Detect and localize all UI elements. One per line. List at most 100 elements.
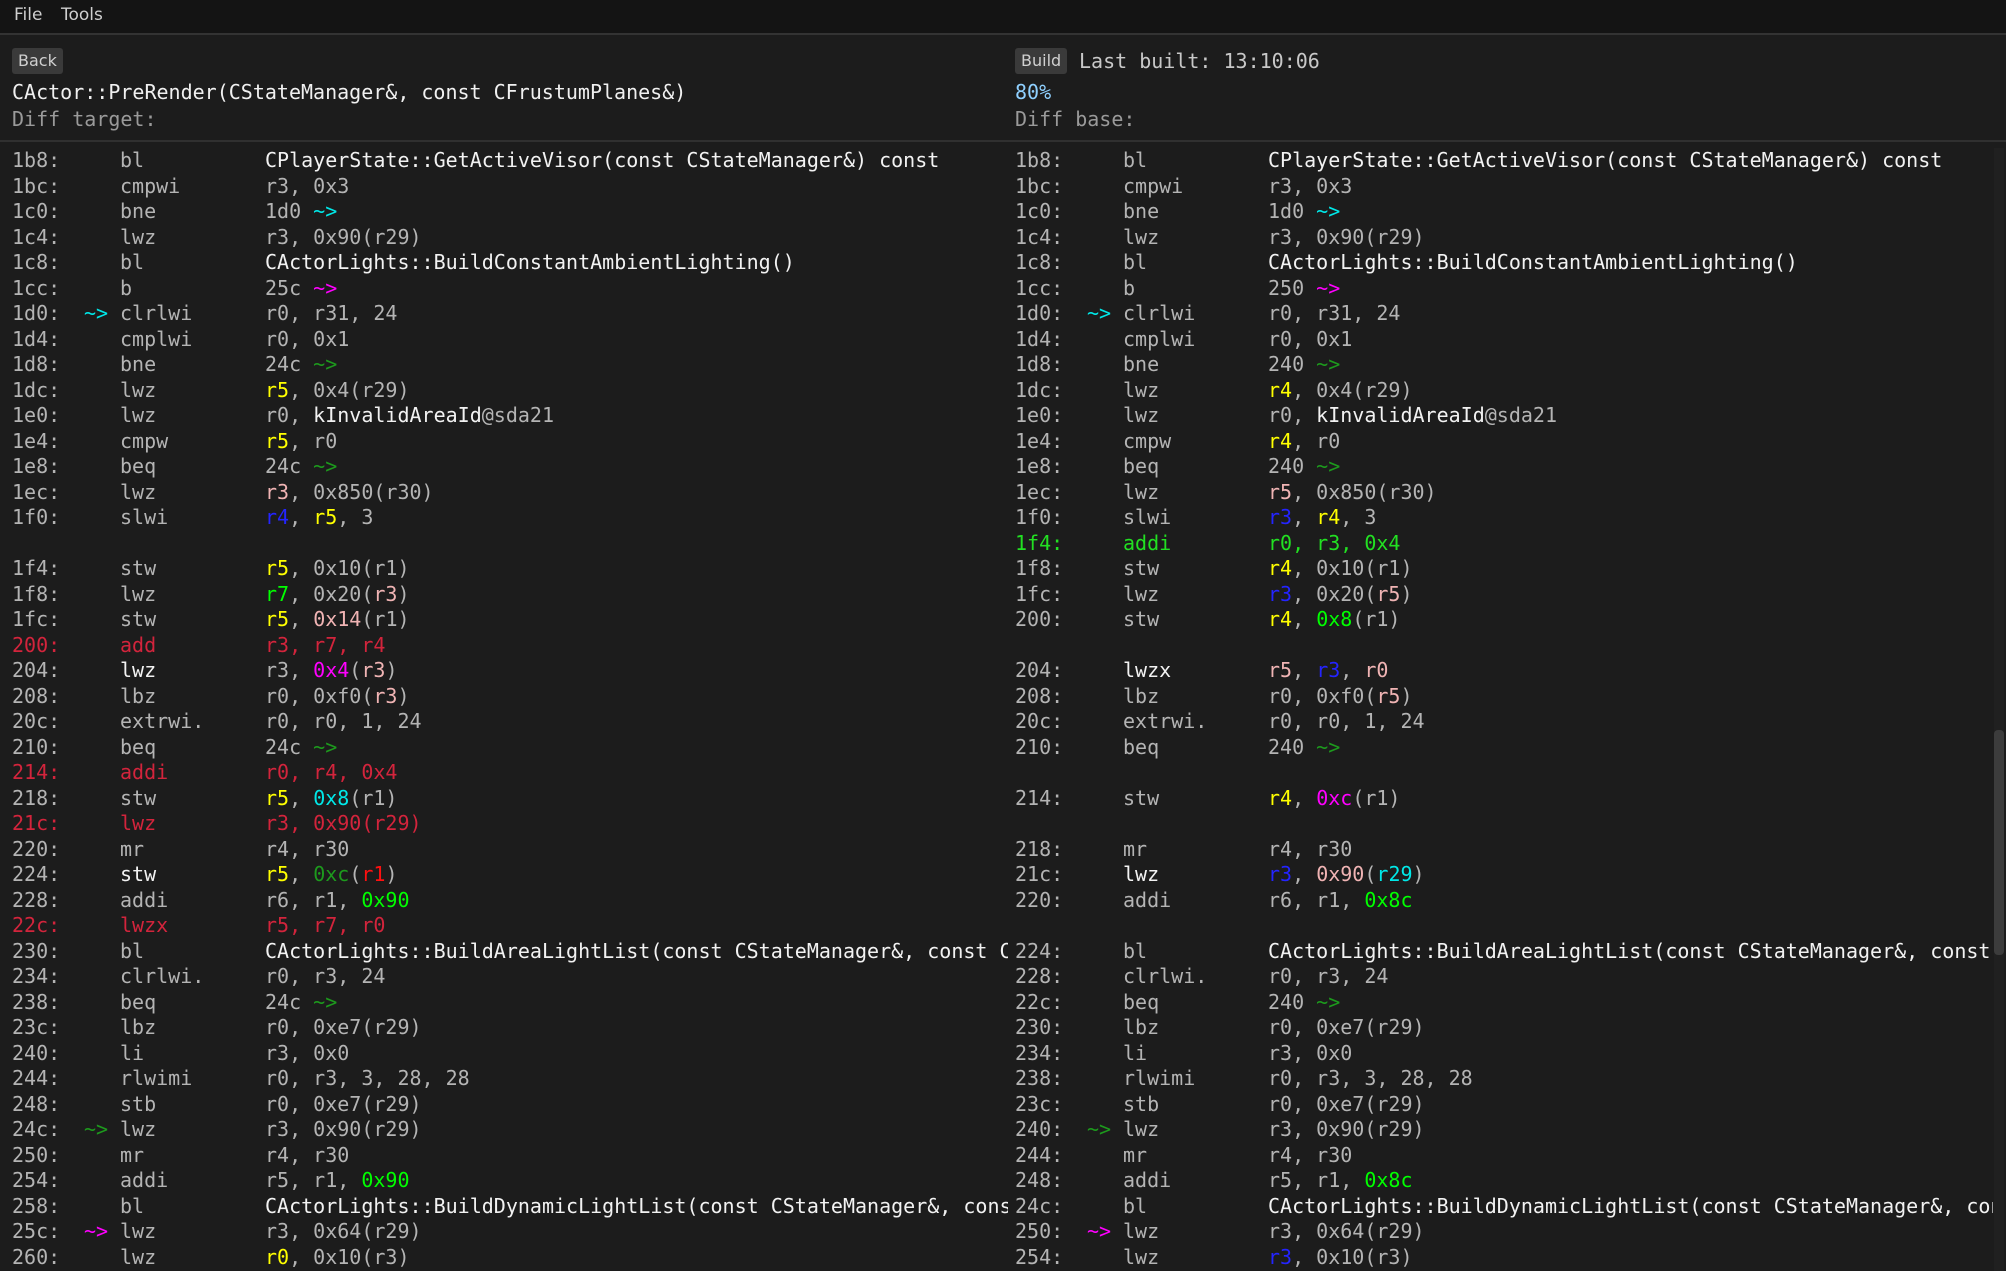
instruction-row[interactable]: 22c: lwzx r5, r7, r0 <box>12 913 1008 939</box>
instruction-row[interactable]: 200: stw r4, 0x8(r1) <box>1015 607 1993 633</box>
instruction-row[interactable]: 1c4: lwz r3, 0x90(r29) <box>12 225 1008 251</box>
branch-arrow-icon[interactable]: ~> <box>313 454 338 478</box>
build-button[interactable]: Build <box>1015 48 1068 74</box>
instruction-row[interactable]: 1d4: cmplwi r0, 0x1 <box>12 327 1008 353</box>
instruction-row[interactable]: 240: ~> lwz r3, 0x90(r29) <box>1015 1117 1993 1143</box>
instruction-row[interactable]: 1e4: cmpw r4, r0 <box>1015 429 1993 455</box>
instruction-row[interactable]: 204: lwzx r5, r3, r0 <box>1015 658 1993 684</box>
instruction-row[interactable]: 1cc: b 25c ~> <box>12 276 1008 302</box>
instruction-row[interactable]: 244: mr r4, r30 <box>1015 1143 1993 1169</box>
back-button[interactable]: Back <box>12 48 63 74</box>
instruction-row[interactable]: 230: lbz r0, 0xe7(r29) <box>1015 1015 1993 1041</box>
instruction-row[interactable]: 220: mr r4, r30 <box>12 837 1008 863</box>
instruction-row[interactable]: 1e8: beq 240 ~> <box>1015 454 1993 480</box>
instruction-row[interactable]: 24c: bl CActorLights::BuildDynamicLightLis… <box>1015 1194 1993 1220</box>
instruction-row[interactable]: 228: clrlwi. r0, r3, 24 <box>1015 964 1993 990</box>
instruction-row[interactable]: 1ec: lwz r5, 0x850(r30) <box>1015 480 1993 506</box>
instruction-row[interactable]: 238: beq 24c ~> <box>12 990 1008 1016</box>
instruction-row[interactable]: 25c: ~> lwz r3, 0x64(r29) <box>12 1219 1008 1245</box>
instruction-row[interactable]: 204: lwz r3, 0x4(r3) <box>12 658 1008 684</box>
instruction-row[interactable]: 248: stb r0, 0xe7(r29) <box>12 1092 1008 1118</box>
instruction-row[interactable]: 240: li r3, 0x0 <box>12 1041 1008 1067</box>
branch-arrow-icon[interactable]: ~> <box>1316 989 1341 1014</box>
instruction-row[interactable]: 23c: lbz r0, 0xe7(r29) <box>12 1015 1008 1041</box>
instruction-row[interactable]: 234: clrlwi. r0, r3, 24 <box>12 964 1008 990</box>
instruction-row[interactable]: 238: rlwimi r0, r3, 3, 28, 28 <box>1015 1066 1993 1092</box>
branch-target-arrow-icon[interactable]: ~> <box>1087 301 1112 325</box>
instruction-row[interactable]: 234: li r3, 0x0 <box>1015 1041 1993 1067</box>
instruction-row[interactable]: 1fc: lwz r3, 0x20(r5) <box>1015 582 1993 608</box>
instruction-row[interactable]: 208: lbz r0, 0xf0(r3) <box>12 684 1008 710</box>
instruction-row[interactable]: 20c: extrwi. r0, r0, 1, 24 <box>12 709 1008 735</box>
instruction-row[interactable]: 1bc: cmpwi r3, 0x3 <box>12 174 1008 200</box>
branch-arrow-icon[interactable]: ~> <box>313 199 338 223</box>
instruction-row[interactable]: 1e8: beq 24c ~> <box>12 454 1008 480</box>
instruction-row[interactable]: 1dc: lwz r4, 0x4(r29) <box>1015 378 1993 404</box>
instruction-row[interactable]: 208: lbz r0, 0xf0(r5) <box>1015 684 1993 710</box>
instruction-row[interactable]: 218: stw r5, 0x8(r1) <box>12 786 1008 812</box>
instruction-row[interactable]: 224: bl CActorLights::BuildAreaLightList(c… <box>1015 939 1993 965</box>
branch-arrow-icon[interactable]: ~> <box>1316 199 1341 223</box>
instruction-row[interactable]: 214: stw r4, 0xc(r1) <box>1015 786 1993 812</box>
instruction-row[interactable]: 1d4: cmplwi r0, 0x1 <box>1015 327 1993 353</box>
instruction-row[interactable]: 1f0: slwi r4, r5, 3 <box>12 505 1008 531</box>
instruction-row[interactable]: 210: beq 24c ~> <box>12 735 1008 761</box>
instruction-row[interactable]: 254: lwz r3, 0x10(r3) <box>1015 1245 1993 1271</box>
instruction-row[interactable]: 224: stw r5, 0xc(r1) <box>12 862 1008 888</box>
instruction-row[interactable]: 1f8: stw r4, 0x10(r1) <box>1015 556 1993 582</box>
instruction-row[interactable]: 258: bl CActorLights::BuildDynamicLightLis… <box>12 1194 1008 1220</box>
scrollbar-thumb[interactable] <box>1994 730 2004 955</box>
instruction-row[interactable]: 1ec: lwz r3, 0x850(r30) <box>12 480 1008 506</box>
instruction-row[interactable]: 248: addi r5, r1, 0x8c <box>1015 1168 1993 1194</box>
instruction-row[interactable]: 228: addi r6, r1, 0x90 <box>12 888 1008 914</box>
instruction-row[interactable]: 260: lwz r0, 0x10(r3) <box>12 1245 1008 1271</box>
instruction-row[interactable]: 214: addi r0, r4, 0x4 <box>12 760 1008 786</box>
instruction-row[interactable]: 21c: lwz r3, 0x90(r29) <box>1015 862 1993 888</box>
branch-arrow-icon[interactable]: ~> <box>313 352 338 376</box>
scrollbar-track[interactable] <box>1994 148 2004 1271</box>
branch-arrow-icon[interactable]: ~> <box>313 275 338 300</box>
instruction-row[interactable]: 1dc: lwz r5, 0x4(r29) <box>12 378 1008 404</box>
instruction-row[interactable]: 1f4: addi r0, r3, 0x4 <box>1015 531 1993 557</box>
instruction-row[interactable]: 23c: stb r0, 0xe7(r29) <box>1015 1092 1993 1118</box>
instruction-row[interactable]: 24c: ~> lwz r3, 0x90(r29) <box>12 1117 1008 1143</box>
branch-arrow-icon[interactable]: ~> <box>1316 734 1341 759</box>
instruction-row[interactable]: 1e4: cmpw r5, r0 <box>12 429 1008 455</box>
instruction-row[interactable]: 1f8: lwz r7, 0x20(r3) <box>12 582 1008 608</box>
instruction-row[interactable]: 250: ~> lwz r3, 0x64(r29) <box>1015 1219 1993 1245</box>
branch-target-arrow-icon[interactable]: ~> <box>1087 1219 1112 1243</box>
instruction-row[interactable]: 1c0: bne 1d0 ~> <box>1015 199 1993 225</box>
branch-arrow-icon[interactable]: ~> <box>1316 275 1341 300</box>
instruction-row[interactable]: 22c: beq 240 ~> <box>1015 990 1993 1016</box>
instruction-row[interactable]: 1f4: stw r5, 0x10(r1) <box>12 556 1008 582</box>
instruction-row[interactable]: 200: add r3, r7, r4 <box>12 633 1008 659</box>
instruction-row[interactable]: 250: mr r4, r30 <box>12 1143 1008 1169</box>
instruction-row[interactable]: 21c: lwz r3, 0x90(r29) <box>12 811 1008 837</box>
instruction-row[interactable]: 1f0: slwi r3, r4, 3 <box>1015 505 1993 531</box>
instruction-row[interactable]: 1e0: lwz r0, kInvalidAreaId@sda21 <box>12 403 1008 429</box>
instruction-row[interactable]: 1c8: bl CActorLights::BuildConstantAmbient… <box>12 250 1008 276</box>
instruction-row[interactable]: 1d8: bne 24c ~> <box>12 352 1008 378</box>
branch-target-arrow-icon[interactable]: ~> <box>84 1117 109 1141</box>
instruction-row[interactable]: 1bc: cmpwi r3, 0x3 <box>1015 174 1993 200</box>
instruction-row[interactable]: 1b8: bl CPlayerState::GetActiveVisor(const… <box>12 148 1008 174</box>
instruction-row[interactable]: 1c0: bne 1d0 ~> <box>12 199 1008 225</box>
instruction-row[interactable]: 220: addi r6, r1, 0x8c <box>1015 888 1993 914</box>
instruction-row[interactable]: 1e0: lwz r0, kInvalidAreaId@sda21 <box>1015 403 1993 429</box>
instruction-row[interactable]: 1b8: bl CPlayerState::GetActiveVisor(const… <box>1015 148 1993 174</box>
instruction-row[interactable]: 1c8: bl CActorLights::BuildConstantAmbient… <box>1015 250 1993 276</box>
branch-target-arrow-icon[interactable]: ~> <box>1087 1117 1112 1141</box>
instruction-row[interactable]: 1d0: ~> clrlwi r0, r31, 24 <box>1015 301 1993 327</box>
branch-target-arrow-icon[interactable]: ~> <box>84 1219 109 1243</box>
instruction-row[interactable]: 218: mr r4, r30 <box>1015 837 1993 863</box>
instruction-row[interactable]: 1cc: b 250 ~> <box>1015 276 1993 302</box>
instruction-row[interactable]: 1d8: bne 240 ~> <box>1015 352 1993 378</box>
branch-arrow-icon[interactable]: ~> <box>1316 454 1341 478</box>
instruction-row[interactable]: 1d0: ~> clrlwi r0, r31, 24 <box>12 301 1008 327</box>
instruction-row[interactable]: 1fc: stw r5, 0x14(r1) <box>12 607 1008 633</box>
instruction-row[interactable]: 20c: extrwi. r0, r0, 1, 24 <box>1015 709 1993 735</box>
branch-target-arrow-icon[interactable]: ~> <box>84 301 109 325</box>
instruction-row[interactable]: 244: rlwimi r0, r3, 3, 28, 28 <box>12 1066 1008 1092</box>
instruction-row[interactable]: 230: bl CActorLights::BuildAreaLightList(c… <box>12 939 1008 965</box>
branch-arrow-icon[interactable]: ~> <box>313 734 338 759</box>
